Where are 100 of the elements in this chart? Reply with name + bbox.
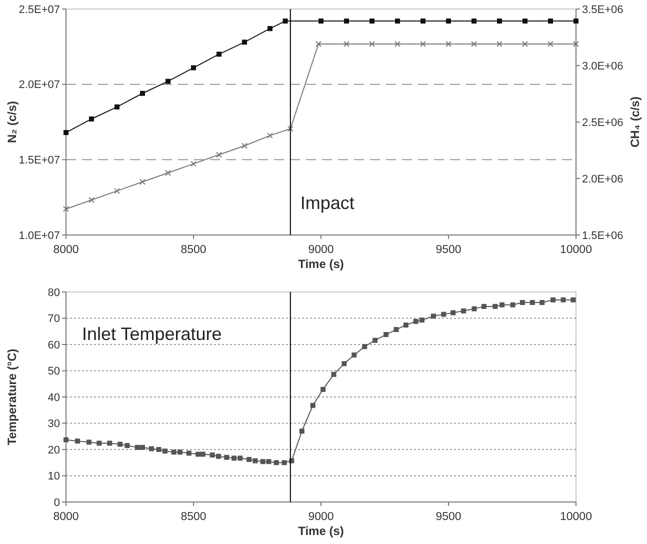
x-tick-label: 8500 [180,511,206,523]
point [395,18,400,24]
point [472,18,476,24]
y-tick-label: 20 [48,444,60,456]
point [216,152,222,158]
y-tick-label: 1.5E+07 [18,154,60,167]
point [246,456,252,462]
x-tick-label: 8000 [53,511,79,523]
x-tick-label: 8500 [180,244,206,256]
y-tick-label: 10 [48,470,60,483]
point [344,18,349,24]
point [310,402,316,408]
point [369,41,375,48]
point [282,460,287,466]
point [315,41,322,48]
point [446,41,452,48]
point [140,444,145,450]
y-tick-label: 80 [48,286,60,299]
point [320,386,326,392]
point [196,452,201,457]
x-tick-label: 9500 [436,244,462,256]
point [500,302,505,308]
point [88,196,94,203]
point [318,18,324,24]
point [540,300,545,305]
point [573,41,579,48]
point [342,361,347,366]
point [260,459,266,464]
x-axis-title: Time (s) [298,524,344,538]
point [200,452,206,457]
point [165,170,171,176]
x-tick-label: 10000 [560,244,592,256]
y2-tick-label: 3.5E+06 [582,4,624,16]
point [64,130,68,136]
point [496,41,502,48]
point [522,18,528,24]
x-tick-label: 10000 [560,511,592,523]
point [166,78,170,84]
point [216,454,221,459]
point [548,18,553,24]
y2-tick-label: 1.5E+06 [582,230,624,242]
point [430,314,436,319]
x-tick-label: 9000 [308,511,334,523]
point [420,18,426,24]
point [331,372,336,377]
point [134,444,140,450]
y-tick-label: 2.0E+07 [18,79,60,92]
point [299,428,304,434]
point [107,440,112,446]
y-tick-label: 70 [48,313,60,326]
point [372,338,378,343]
point [177,450,182,455]
point [370,18,374,24]
point [171,450,176,455]
y2-axis-title: CH₄ (c/s) [628,96,642,148]
point [190,160,196,167]
point [384,332,389,338]
y2-tick-label: 2.0E+06 [582,173,624,186]
point [550,297,556,302]
x-tick-label: 9000 [308,244,334,256]
x-axis-title: Time (s) [298,257,344,271]
point [63,206,69,212]
y-axis-title: Temperature (°C) [5,348,19,446]
point [394,41,400,48]
x-tick-label: 9500 [436,511,462,523]
y-tick-label: 2.5E+07 [18,4,60,16]
point [574,18,578,24]
point [394,327,399,332]
point [510,302,516,308]
y2-tick-label: 3.0E+06 [582,60,624,72]
point [481,304,486,309]
point [232,456,237,461]
point [118,442,123,447]
point [413,318,418,324]
point [570,297,576,302]
point [96,440,102,446]
point [352,352,357,358]
annotation: Inlet Temperature [82,324,222,344]
point [344,41,350,48]
ref-line-label: Impact [300,193,354,213]
point [74,438,80,444]
point [492,304,498,309]
y-axis-title: N₂ (c/s) [5,100,19,144]
point [522,41,528,48]
point [530,300,535,305]
point [148,446,154,452]
point [216,52,222,57]
point [162,448,168,454]
point [560,297,566,302]
y-tick-label: 30 [48,418,60,430]
point [114,104,120,110]
point [156,447,162,452]
point [471,41,477,48]
point [140,178,146,185]
point [472,306,477,312]
point [64,437,68,442]
point [403,322,408,328]
point [441,312,446,317]
point [140,90,145,96]
point [450,310,456,316]
